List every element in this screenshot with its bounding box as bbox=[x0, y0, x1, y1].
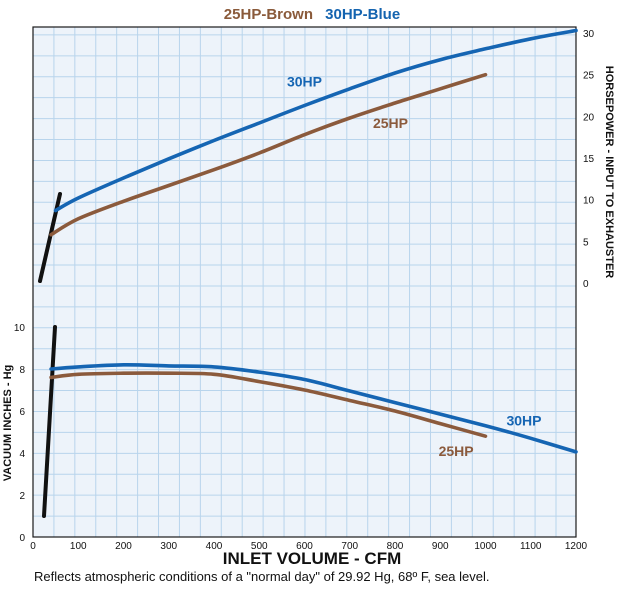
hp-y-tick-label: 5 bbox=[583, 237, 589, 248]
hp-annotation-25hp: 25HP bbox=[373, 115, 408, 131]
hp-y-axis-label: HORSEPOWER - INPUT TO EXHAUSTER bbox=[603, 66, 615, 279]
x-tick-label: 1200 bbox=[565, 541, 588, 552]
hp-annotation-30hp: 30HP bbox=[287, 73, 322, 89]
x-tick-label: 700 bbox=[341, 541, 358, 552]
hp-series-30hp bbox=[53, 28, 578, 213]
legend-30hp-blue: 30HP-Blue bbox=[325, 6, 401, 23]
vacuum-axis-break-marker bbox=[42, 325, 57, 518]
hp-y-tick-label: 20 bbox=[583, 112, 595, 123]
x-tick-label: 500 bbox=[251, 541, 268, 552]
vacuum-y-tick-label: 4 bbox=[19, 449, 25, 460]
x-tick-label: 400 bbox=[206, 541, 223, 552]
vacuum-y-tick-label: 2 bbox=[19, 491, 25, 502]
vacuum-series-30hp bbox=[49, 362, 578, 454]
chart-legend: 25HP-Brown 30HP-Blue bbox=[0, 6, 624, 23]
vacuum-y-tick-label: 10 bbox=[14, 323, 26, 334]
hp-y-tick-label: 10 bbox=[583, 196, 595, 207]
x-tick-label: 600 bbox=[296, 541, 313, 552]
legend-25hp-brown: 25HP-Brown bbox=[223, 6, 313, 23]
vacuum-y-tick-label: 0 bbox=[19, 533, 25, 544]
vacuum-series-25hp bbox=[49, 371, 488, 438]
x-tick-label: 900 bbox=[432, 541, 449, 552]
hp-y-tick-label: 15 bbox=[583, 154, 595, 165]
x-tick-label: 1100 bbox=[520, 541, 542, 552]
x-axis-label: INLET VOLUME - CFM bbox=[222, 549, 402, 568]
x-tick-label: 200 bbox=[115, 541, 132, 552]
x-tick-label: 1000 bbox=[474, 541, 497, 552]
vacuum-y-axis-label: VACUUM INCHES - Hg bbox=[2, 365, 14, 482]
hp-series-25hp bbox=[49, 72, 488, 237]
plot-frame bbox=[32, 26, 577, 538]
x-tick-label: 800 bbox=[387, 541, 404, 552]
footnote: Reflects atmospheric conditions of a "no… bbox=[34, 569, 490, 584]
hp-y-tick-label: 30 bbox=[583, 29, 595, 40]
vacuum-y-tick-label: 6 bbox=[19, 407, 25, 418]
hp-y-tick-label: 0 bbox=[583, 279, 589, 290]
x-tick-label: 0 bbox=[30, 541, 36, 552]
vacuum-annotation-30hp: 30HP bbox=[506, 413, 541, 429]
vacuum-annotation-25hp: 25HP bbox=[439, 443, 474, 459]
x-tick-label: 100 bbox=[70, 541, 87, 552]
x-tick-label: 300 bbox=[160, 541, 177, 552]
hp-y-tick-label: 25 bbox=[583, 71, 595, 82]
vacuum-y-tick-label: 8 bbox=[19, 365, 25, 376]
